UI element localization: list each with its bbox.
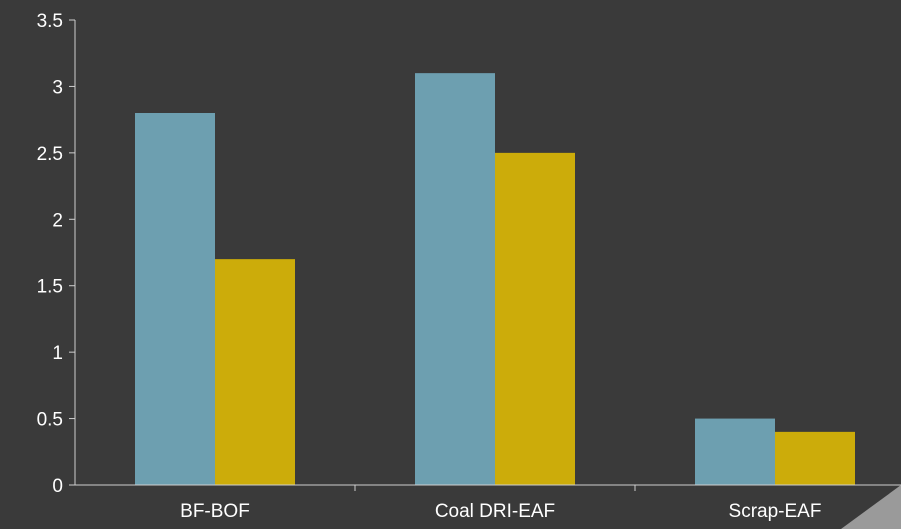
x-category-label: Scrap-EAF [729, 501, 822, 522]
bar-bf-bof-series-2 [215, 259, 295, 485]
x-axis-ticks: BF-BOF Coal DRI-EAF Scrap-EAF [180, 485, 821, 522]
y-tick-label: 0.5 [37, 410, 63, 431]
page-corner-decoration [841, 485, 901, 529]
y-tick-label: 1.5 [37, 277, 63, 298]
y-tick-label: 2 [52, 210, 63, 231]
bar-coal-dri-eaf-series-2 [495, 152, 575, 485]
x-category-label: Coal DRI-EAF [435, 501, 555, 522]
y-tick-label: 3 [52, 77, 63, 98]
bar-bf-bof-series-1 [135, 113, 215, 485]
bars [135, 73, 855, 486]
bar-scrap-eaf-series-2 [775, 431, 855, 485]
y-axis-ticks: 0 0.5 1 1.5 2 2.5 3 3.5 [37, 11, 75, 497]
y-tick-label: 1 [52, 343, 63, 364]
bar-coal-dri-eaf-series-1 [415, 73, 495, 486]
bar-scrap-eaf-series-1 [695, 418, 775, 485]
y-tick-label: 3.5 [37, 11, 63, 32]
x-category-label: BF-BOF [180, 501, 250, 522]
y-tick-label: 0 [52, 476, 63, 497]
y-tick-label: 2.5 [37, 144, 63, 165]
